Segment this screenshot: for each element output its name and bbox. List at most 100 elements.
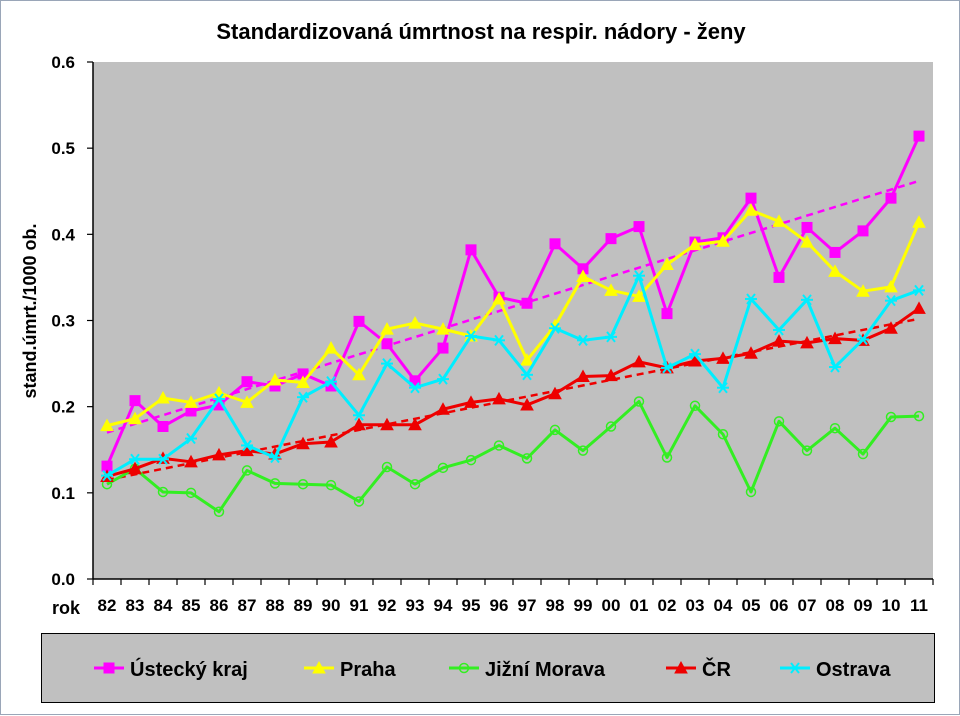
series-line [106,399,920,514]
data-point [688,237,702,251]
star-stroke [382,357,392,370]
data-point [465,244,477,256]
data-point [576,369,590,383]
x-tick-label: 98 [546,596,565,615]
data-point [772,334,786,347]
star-stroke [634,270,644,282]
y-tick-label: 0.1 [51,484,75,503]
data-point [157,486,169,498]
legend-label: Jižní Morava [485,659,606,681]
star-stroke [242,439,252,452]
data-point [297,391,309,403]
data-point [156,391,170,404]
data-point [128,461,142,475]
series-ji-n-morava [101,396,925,518]
data-point [493,334,505,346]
star-stroke [214,393,224,405]
data-point [521,297,533,309]
legend: Ústecký kraj Praha Jižní Morava ČR Ostrava [41,633,935,703]
x-tick-label: 11 [910,596,928,615]
star-stroke [746,293,756,305]
data-point [521,369,533,381]
data-point [633,396,645,407]
data-point [353,315,365,327]
y-tick-label: 0.2 [51,398,75,417]
data-point [745,293,757,305]
star-stroke [790,662,800,674]
chart-title: Standardizovaná úmrtnost na respir. nádo… [216,19,746,44]
data-point [716,351,730,364]
x-tick-label: 93 [406,596,425,615]
data-point [103,662,115,674]
series--steck-kraj [101,130,925,472]
data-point [913,410,925,422]
data-point [157,420,169,432]
data-point [185,487,197,499]
x-tick-label: 89 [294,596,313,615]
legend-label: Praha [340,659,396,681]
legend-label: ČR [702,657,731,681]
data-point [100,418,114,432]
data-point [912,215,926,228]
data-point [325,376,337,388]
data-point [381,338,393,350]
data-point [913,130,925,142]
data-point [185,432,197,445]
star-stroke [354,409,364,421]
data-point [521,453,533,464]
series-line [106,307,920,478]
data-point [129,453,141,465]
data-point [801,221,813,233]
data-point [857,333,869,346]
data-point [885,192,897,204]
x-tick-label: 86 [210,596,229,615]
data-point [913,284,925,296]
x-tick-label: 97 [518,596,537,615]
y-axis-title: stand.úmrt./1000 ob. [20,223,40,398]
x-tick-label: 08 [826,596,845,615]
star-stroke [522,369,532,381]
star-stroke [438,373,448,385]
star-stroke [102,469,112,482]
data-point [549,424,561,436]
data-point [381,357,393,370]
data-point [409,382,421,394]
legend-item: ČR [666,657,731,681]
data-point [829,422,841,434]
star-stroke [466,330,476,342]
data-point [800,235,814,248]
x-tick-label: 83 [126,596,145,615]
y-tick-label: 0.6 [51,53,75,72]
y-tick-label: 0.4 [51,225,75,244]
x-tick-label: 04 [714,596,733,615]
data-point [549,238,561,250]
data-point [688,353,702,367]
data-point [465,454,477,466]
data-point [240,395,254,408]
legend-item: Ostrava [780,659,891,681]
data-point [352,417,366,431]
x-tick-label: 09 [854,596,873,615]
data-point [773,324,785,336]
data-point [632,289,646,302]
data-point [661,452,673,463]
data-point [458,662,470,674]
star-stroke [662,362,672,374]
data-point [674,660,688,674]
data-point [437,462,449,474]
star-stroke [578,334,588,346]
axes: 0.0 0.1 0.2 0.3 0.4 0.5 0.6 82 83 84 85 86 87 88 89 90 9… [51,53,934,615]
data-point [801,445,813,456]
data-point [493,440,505,451]
data-point [633,221,645,233]
legend-item: Ústecký kraj [94,657,248,681]
x-tick-label: 03 [686,596,705,615]
data-point [549,322,561,334]
legend-item: Praha [304,659,396,681]
trendline [106,179,920,434]
data-point [157,453,169,465]
star-stroke [298,391,308,403]
data-point [324,434,338,448]
y-tick-label: 0.3 [51,312,75,331]
data-point [241,376,253,388]
